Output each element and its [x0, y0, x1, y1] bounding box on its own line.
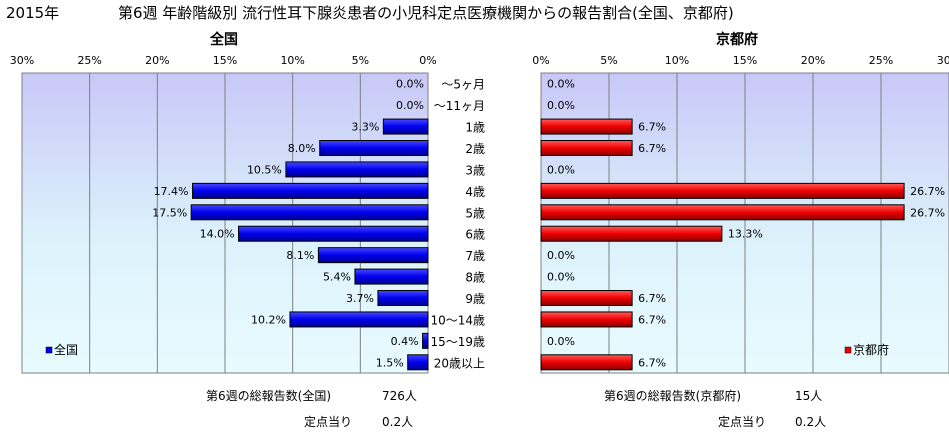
national-legend-label: 全国 [54, 342, 78, 357]
national-data-label: 3.7% [346, 292, 374, 305]
national-data-label: 17.5% [152, 206, 187, 219]
kyoto-bar [540, 354, 633, 371]
kyoto-tick-label: 30% [937, 54, 949, 67]
category-label: 1歳 [465, 121, 485, 135]
national-data-label: 0.0% [396, 99, 424, 112]
kyoto-data-label: 0.0% [547, 249, 575, 262]
category-label: 4歳 [465, 185, 485, 199]
kyoto-bar [540, 225, 723, 242]
national-tick-label: 10% [280, 54, 304, 67]
national-legend-swatch [45, 346, 53, 354]
national-per-label: 定点当り [304, 415, 353, 429]
category-label: 7歳 [465, 249, 485, 263]
category-label: 5歳 [465, 206, 485, 220]
national-bar [422, 332, 429, 349]
kyoto-data-label: 6.7% [638, 356, 666, 369]
kyoto-total-value: 15人 [795, 389, 823, 403]
national-data-label: 10.5% [247, 163, 282, 176]
national-bar [382, 118, 429, 135]
kyoto-bar [540, 118, 633, 135]
kyoto-bar [540, 204, 905, 221]
kyoto-data-label: 13.3% [728, 228, 763, 241]
category-label: 8歳 [465, 271, 485, 285]
national-tick-label: 15% [213, 54, 237, 67]
national-data-label: 5.4% [323, 271, 351, 284]
title-year: 2015年 [6, 4, 60, 22]
category-label: 10～14歳 [430, 313, 485, 327]
category-label: 20歳以上 [434, 356, 485, 370]
national-data-label: 10.2% [251, 313, 286, 326]
national-bar [319, 140, 429, 157]
kyoto-data-label: 0.0% [547, 163, 575, 176]
title-text: 第6週 年齢階級別 流行性耳下腺炎患者の小児科定点医療機関からの報告割合(全国、… [118, 4, 734, 22]
kyoto-bar [540, 182, 905, 199]
kyoto-data-label: 26.7% [910, 206, 945, 219]
category-label: 2歳 [465, 142, 485, 156]
national-tick-label: 30% [10, 54, 34, 67]
kyoto-bar [540, 290, 633, 307]
kyoto-legend-label: 京都府 [853, 342, 889, 357]
kyoto-data-label: 6.7% [638, 121, 666, 134]
national-tick-label: 0% [419, 54, 436, 67]
national-tick-label: 25% [77, 54, 101, 67]
kyoto-per-value: 0.2人 [795, 415, 827, 429]
national-per-value: 0.2人 [382, 415, 414, 429]
kyoto-tick-label: 25% [869, 54, 893, 67]
kyoto-data-label: 0.0% [547, 335, 575, 348]
national-data-label: 14.0% [200, 228, 235, 241]
national-bar [377, 290, 429, 307]
category-label: ～11ヶ月 [434, 99, 485, 113]
national-bar [190, 204, 429, 221]
kyoto-data-label: 6.7% [638, 313, 666, 326]
national-data-label: 8.1% [286, 249, 314, 262]
kyoto-per-label: 定点当り [718, 415, 767, 429]
kyoto-tick-label: 10% [665, 54, 689, 67]
category-label: 9歳 [465, 292, 485, 306]
kyoto-data-label: 0.0% [547, 78, 575, 91]
national-bar [354, 268, 429, 285]
national-bar [407, 354, 429, 371]
kyoto-tick-label: 5% [600, 54, 617, 67]
national-total-value: 726人 [382, 389, 417, 403]
national-bar [238, 225, 429, 242]
national-tick-label: 20% [145, 54, 169, 67]
national-data-label: 0.4% [391, 335, 419, 348]
national-total-label: 第6週の総報告数(全国) [206, 389, 331, 403]
national-data-label: 8.0% [288, 142, 316, 155]
national-data-label: 0.0% [396, 78, 424, 91]
kyoto-tick-label: 15% [733, 54, 757, 67]
kyoto-tick-label: 0% [532, 54, 549, 67]
national-data-label: 1.5% [376, 356, 404, 369]
category-label: ～5ヶ月 [441, 78, 485, 92]
kyoto-legend-swatch [844, 346, 852, 354]
kyoto-bar [540, 311, 633, 328]
national-bar [192, 182, 429, 199]
national-data-label: 3.3% [351, 121, 379, 134]
kyoto-data-label: 6.7% [638, 292, 666, 305]
category-label: 3歳 [465, 163, 485, 177]
category-label: 6歳 [465, 228, 485, 242]
national-tick-label: 5% [352, 54, 369, 67]
kyoto-data-label: 6.7% [638, 142, 666, 155]
kyoto-bar [540, 140, 633, 157]
kyoto-data-label: 0.0% [547, 271, 575, 284]
main-title: 2015年 第6週 年齢階級別 流行性耳下腺炎患者の小児科定点医療機関からの報告割… [6, 2, 734, 23]
kyoto-total-label: 第6週の総報告数(京都府) [604, 389, 741, 403]
kyoto-data-label: 26.7% [910, 185, 945, 198]
national-bar [289, 311, 429, 328]
national-bar [285, 161, 429, 178]
kyoto-data-label: 0.0% [547, 99, 575, 112]
kyoto-tick-label: 20% [801, 54, 825, 67]
national-bar [317, 247, 429, 264]
kyoto-chart-title: 京都府 [716, 32, 758, 48]
national-data-label: 17.4% [154, 185, 189, 198]
category-label: 15～19歳 [430, 335, 485, 349]
national-chart-title: 全国 [210, 32, 238, 48]
